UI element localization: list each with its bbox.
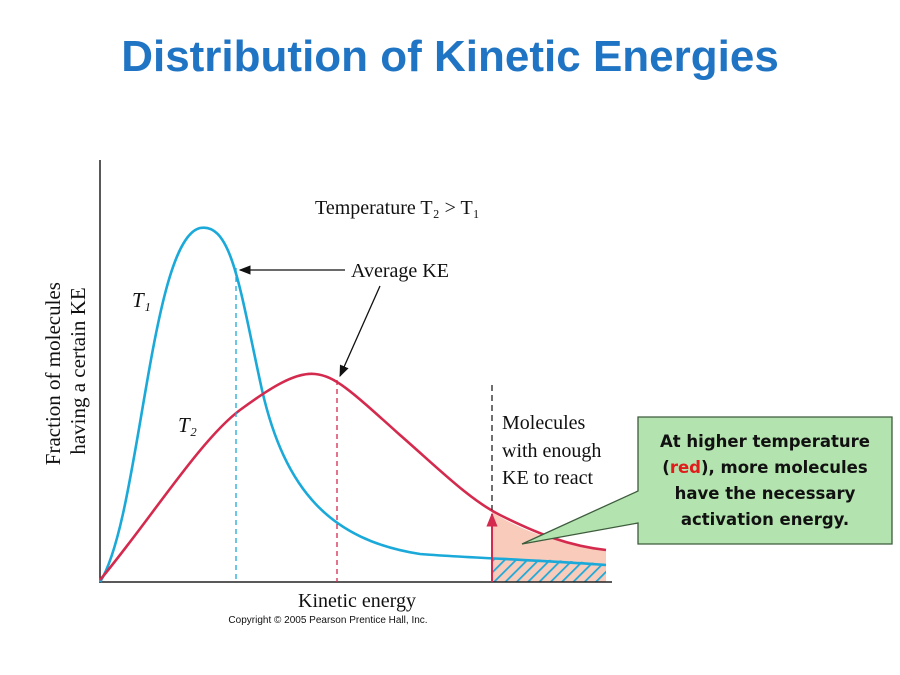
y-axis-label: Fraction of molecules having a certain K… [41, 277, 90, 465]
callout-bubble [521, 416, 893, 545]
t1-label: T₁ [132, 288, 151, 312]
x-axis-label: Kinetic energy [298, 590, 416, 612]
t2-label: T₂ [178, 413, 197, 437]
slide-title: Distribution of Kinetic Energies [121, 32, 779, 81]
threshold-label: Molecules with enough KE to react [502, 412, 606, 489]
callout-highlight: red [669, 457, 701, 477]
temperature-label: Temperature T₂ > T₁ [315, 197, 480, 219]
callout-text: At higher temperature (red), more molecu… [660, 431, 870, 529]
curve-t1 [98, 226, 607, 583]
average-ke-label: Average KE [351, 260, 449, 282]
average-ke-arrow-t2 [339, 285, 381, 378]
copyright: Copyright © 2005 Pearson Prentice Hall, … [228, 615, 427, 626]
curve-t2 [99, 372, 607, 581]
